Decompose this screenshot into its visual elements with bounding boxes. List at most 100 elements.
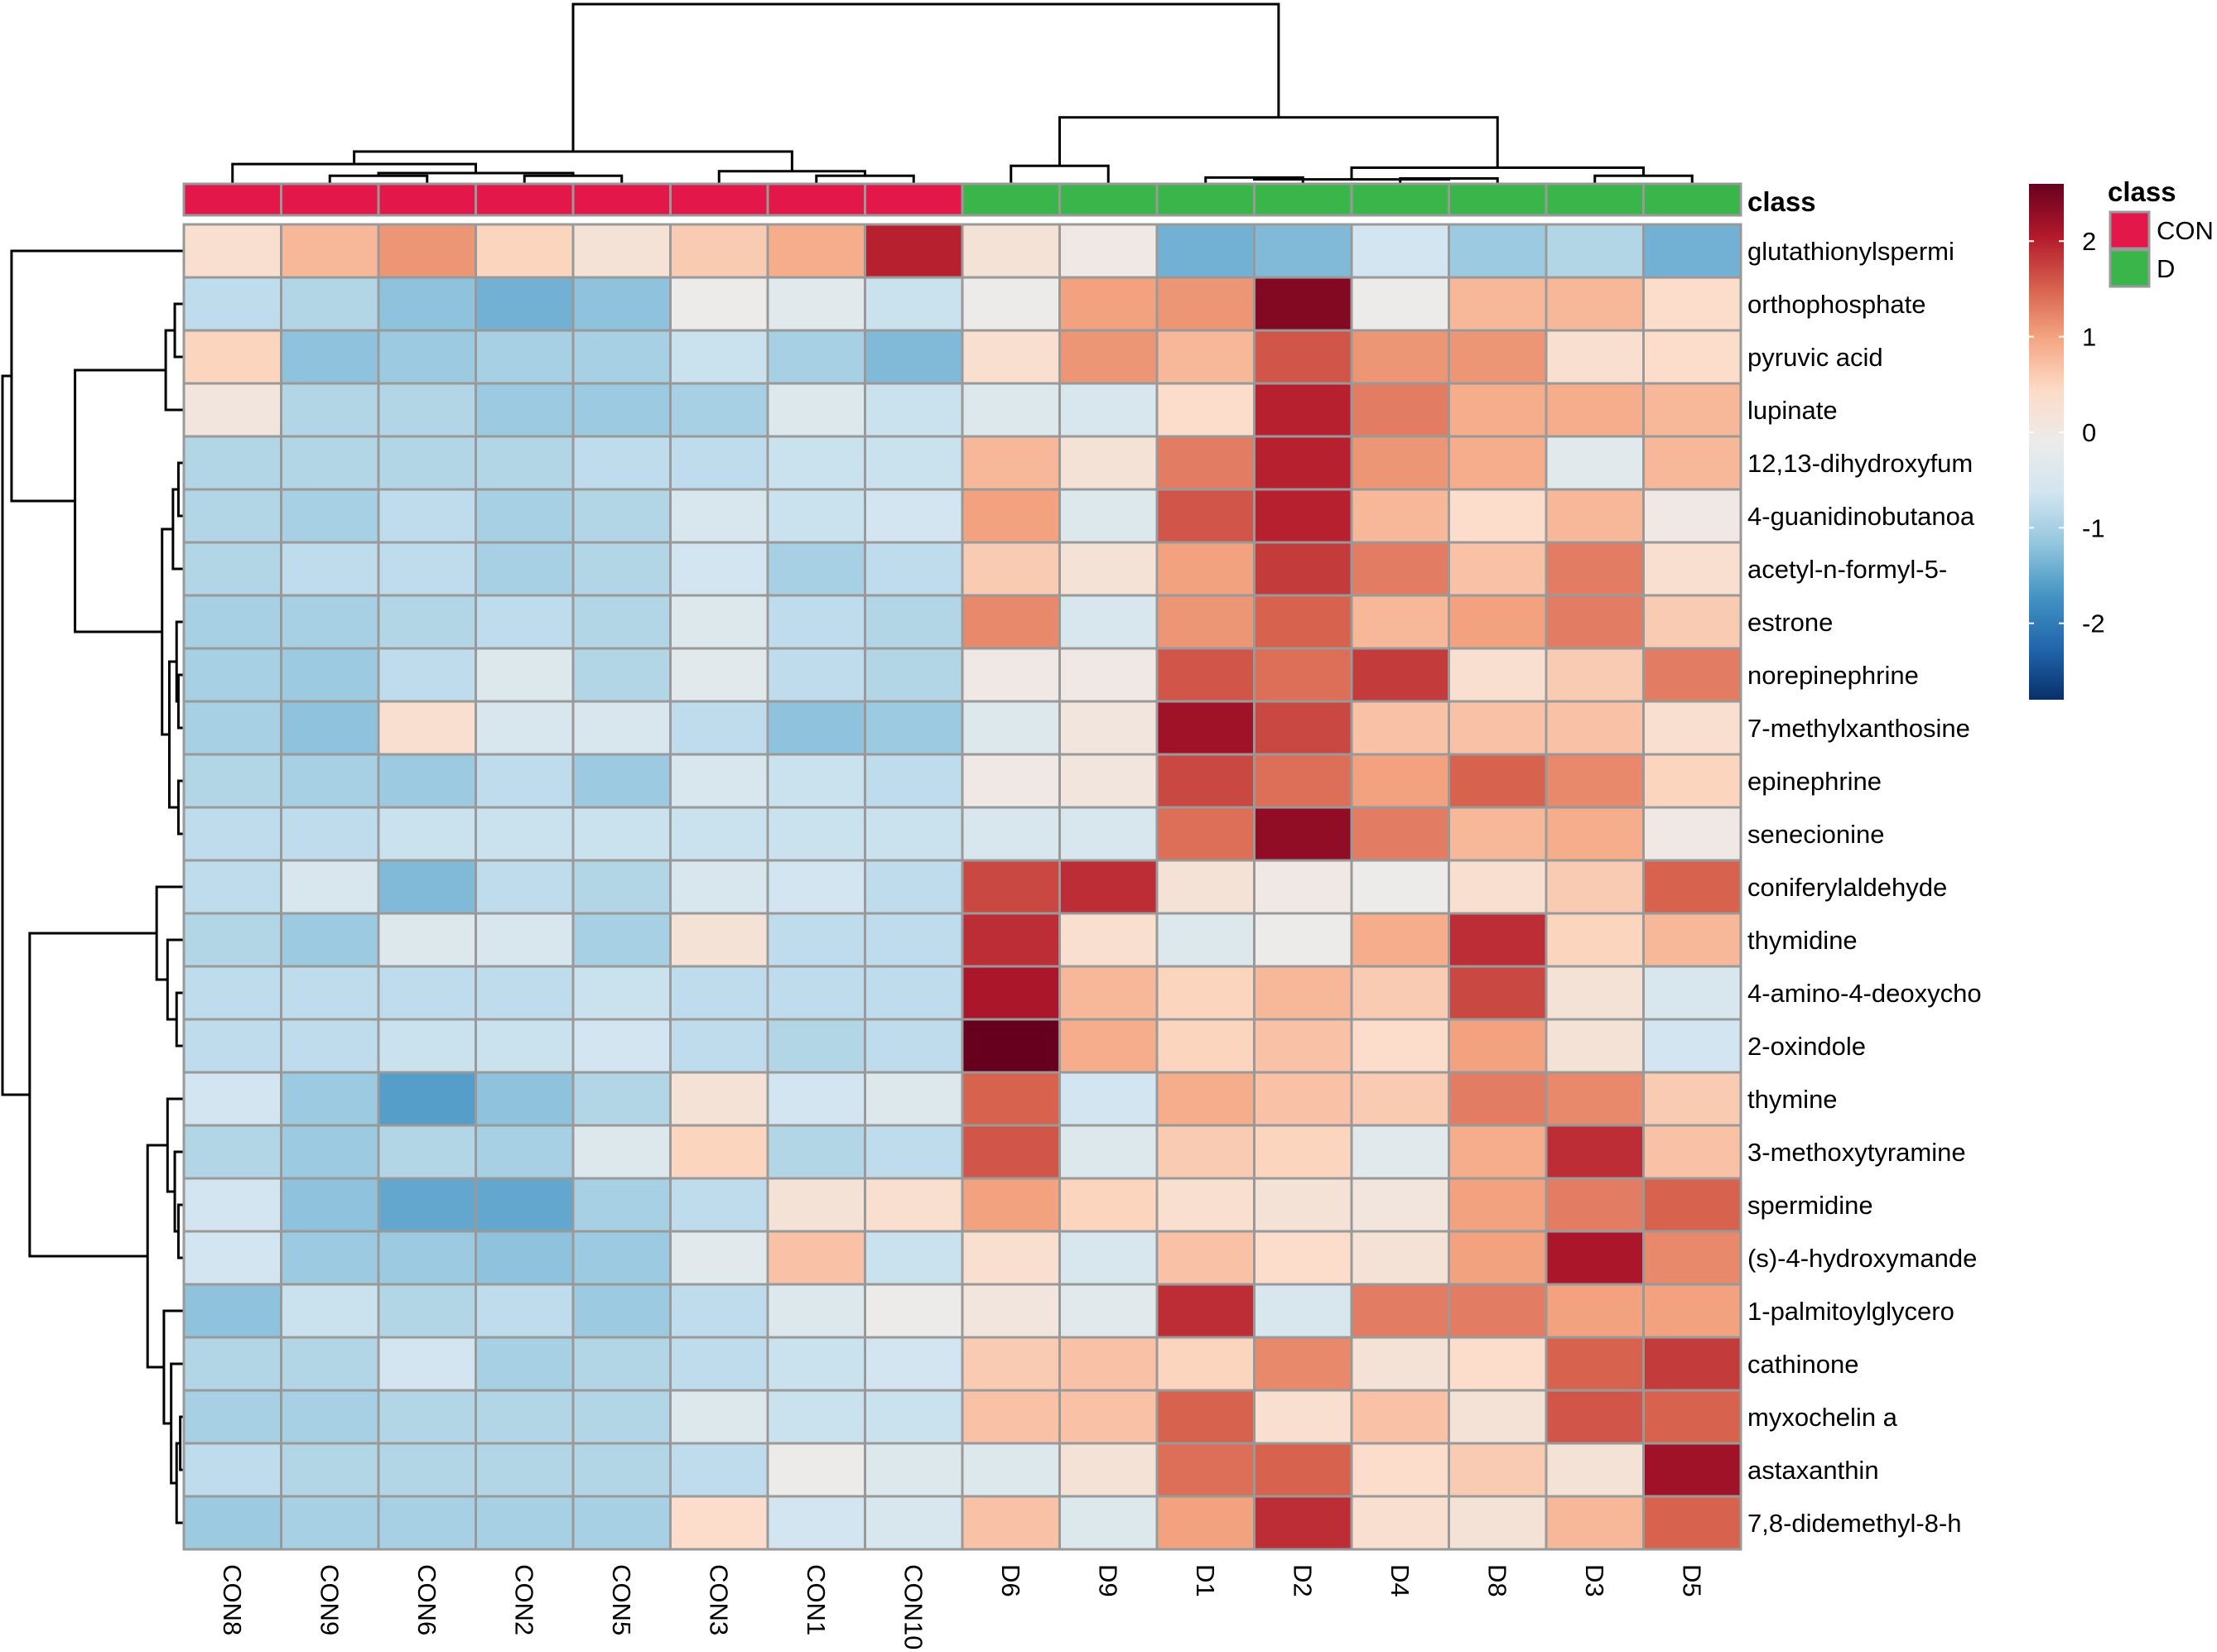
heatmap-cell [1350, 488, 1450, 544]
column-dendrogram [231, 2, 1694, 184]
heatmap-cell [280, 435, 380, 491]
heatmap-cell [571, 223, 672, 279]
dendrogram-branch [74, 368, 166, 633]
heatmap-cell [766, 753, 866, 809]
heatmap-cell [475, 700, 575, 756]
heatmap-cell [377, 1442, 477, 1498]
column-label: D5 [1677, 1564, 1706, 1597]
row-label: 12,13-dihydroxyfum [1747, 449, 1973, 478]
heatmap-cell [280, 223, 380, 279]
heatmap-cell [669, 859, 769, 915]
heatmap-cell [1058, 1283, 1159, 1339]
heatmap-cell [1058, 1124, 1159, 1180]
heatmap-cell [475, 1495, 575, 1551]
heatmap-cell [1350, 1336, 1450, 1392]
heatmap-cell [1058, 541, 1159, 597]
heatmap-cell [1350, 700, 1450, 756]
heatmap-cell [1058, 1389, 1159, 1445]
row-label: lupinate [1747, 396, 1838, 425]
heatmap-cell [182, 541, 282, 597]
heatmap-cell [182, 276, 282, 332]
heatmap-cell [571, 1071, 672, 1127]
heatmap-cell [1545, 594, 1645, 650]
heatmap-cell [182, 223, 282, 279]
row-label: senecionine [1747, 820, 1884, 849]
heatmap-cell [766, 912, 866, 968]
heatmap-cell [1058, 753, 1159, 809]
heatmap-cell [1253, 382, 1353, 438]
heatmap-cell [1155, 647, 1255, 703]
heatmap-cell [571, 1442, 672, 1498]
heatmap-cell [1448, 1071, 1548, 1127]
heatmap-cell [1545, 276, 1645, 332]
heatmap-cell [377, 488, 477, 544]
heatmap-cell [766, 329, 866, 385]
row-label: thymidine [1747, 926, 1858, 955]
heatmap-cell [1545, 965, 1645, 1021]
heatmap-cell [1642, 1018, 1742, 1074]
heatmap-cell [182, 912, 282, 968]
row-label: norepinephrine [1747, 661, 1919, 690]
heatmap-cell [864, 1177, 964, 1233]
heatmap-cell [1058, 382, 1159, 438]
heatmap-cell [864, 1230, 964, 1286]
heatmap-cell [1642, 806, 1742, 862]
heatmap-cell [1642, 1124, 1742, 1180]
heatmap-cell [1448, 1495, 1548, 1551]
heatmap-cell [669, 912, 769, 968]
heatmap-cell [864, 753, 964, 809]
heatmap-cell [961, 912, 1061, 968]
heatmap-cell [377, 594, 477, 650]
row-dendrogram [1, 249, 184, 1524]
heatmap-cell [1448, 912, 1548, 968]
heatmap-cell [377, 541, 477, 597]
heatmap-cell [1253, 329, 1353, 385]
heatmap-cell [1155, 382, 1255, 438]
row-label: 7-methylxanthosine [1747, 714, 1970, 743]
heatmap-cell [864, 329, 964, 385]
heatmap-cell [1448, 965, 1548, 1021]
heatmap-cell [182, 329, 282, 385]
heatmap-cell [961, 1495, 1061, 1551]
heatmap-cell [377, 1018, 477, 1074]
row-label: 4-guanidinobutanoa [1747, 502, 1975, 531]
heatmap-cell [182, 859, 282, 915]
heatmap-cell [1058, 806, 1159, 862]
heatmap-cell [280, 1283, 380, 1339]
heatmap-cell [1642, 1283, 1742, 1339]
heatmap-cell [961, 965, 1061, 1021]
heatmap-cell [1253, 1442, 1353, 1498]
heatmap-cell [182, 1495, 282, 1551]
heatmap-cell [669, 1442, 769, 1498]
heatmap-cell [766, 594, 866, 650]
heatmap-cell [280, 276, 380, 332]
heatmap-cell [1448, 1124, 1548, 1180]
heatmap-cell [1350, 541, 1450, 597]
heatmap-cell [1448, 753, 1548, 809]
heatmap-cell [475, 806, 575, 862]
heatmap-cell [1350, 1230, 1450, 1286]
heatmap-cell [571, 1283, 672, 1339]
heatmap-cell [1253, 488, 1353, 544]
heatmap-cell [182, 1442, 282, 1498]
class-annotation-bar [182, 182, 1742, 217]
heatmap-cell [1448, 1283, 1548, 1339]
heatmap-cell [571, 276, 672, 332]
heatmap-cell [669, 382, 769, 438]
heatmap-cell [377, 1071, 477, 1127]
dendrogram-branch [173, 302, 184, 359]
dendrogram-branch [1010, 164, 1110, 184]
heatmap-cell [1253, 223, 1353, 279]
heatmap-cell [766, 806, 866, 862]
heatmap-cell [1155, 912, 1255, 968]
column-label: CON2 [509, 1564, 538, 1635]
heatmap-cell [475, 223, 575, 279]
heatmap-cell [280, 541, 380, 597]
heatmap-cell [1642, 329, 1742, 385]
heatmap-cell [1058, 329, 1159, 385]
heatmap-cell [766, 382, 866, 438]
color-scale-tick-label: -1 [2082, 513, 2105, 542]
heatmap-cell [182, 1071, 282, 1127]
heatmap-cell [1448, 700, 1548, 756]
column-label: D6 [996, 1564, 1025, 1597]
